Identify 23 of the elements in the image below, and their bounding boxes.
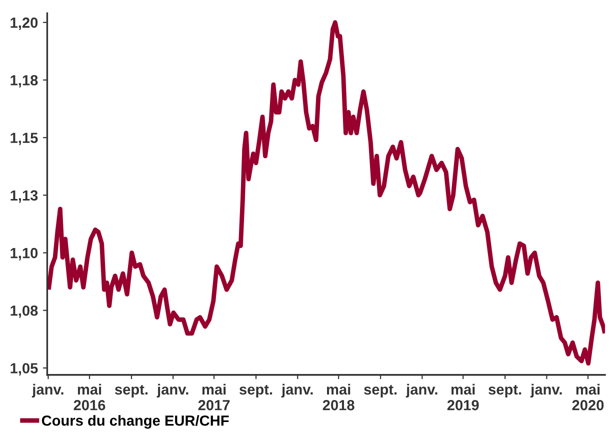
y-tick-label: 1,15 [10,132,38,146]
x-tick-label: janv. [281,384,313,398]
x-tick-label: mai 2016 [74,384,106,410]
line-series [47,20,606,366]
x-tick-label: sept. [364,384,397,398]
x-tick-label: janv. [156,384,188,398]
y-tick-label: 1,10 [10,248,38,260]
legend-label: Cours du change EUR/CHF [42,415,229,429]
y-tick-label: 1,05 [10,363,38,376]
x-tick-label: mai 2019 [447,384,479,410]
x-tick-label: janv. [530,384,562,398]
x-tick-label: mai 2020 [572,384,604,410]
y-tick-label: 1,08 [10,305,38,318]
y-tick-label: 1,13 [10,190,38,203]
x-tick-label: mai 2017 [198,384,230,410]
x-tick-label: sept. [488,384,522,398]
x-tick-label: janv. [32,384,64,398]
x-tick-label: sept. [240,384,272,398]
y-tick-label: 1,20 [10,18,38,30]
y-tick-label: 1,18 [10,75,38,88]
x-tick-label: janv. [406,384,438,398]
x-tick-label: sept. [114,384,148,398]
x-tick-label: mai 2018 [322,384,354,410]
